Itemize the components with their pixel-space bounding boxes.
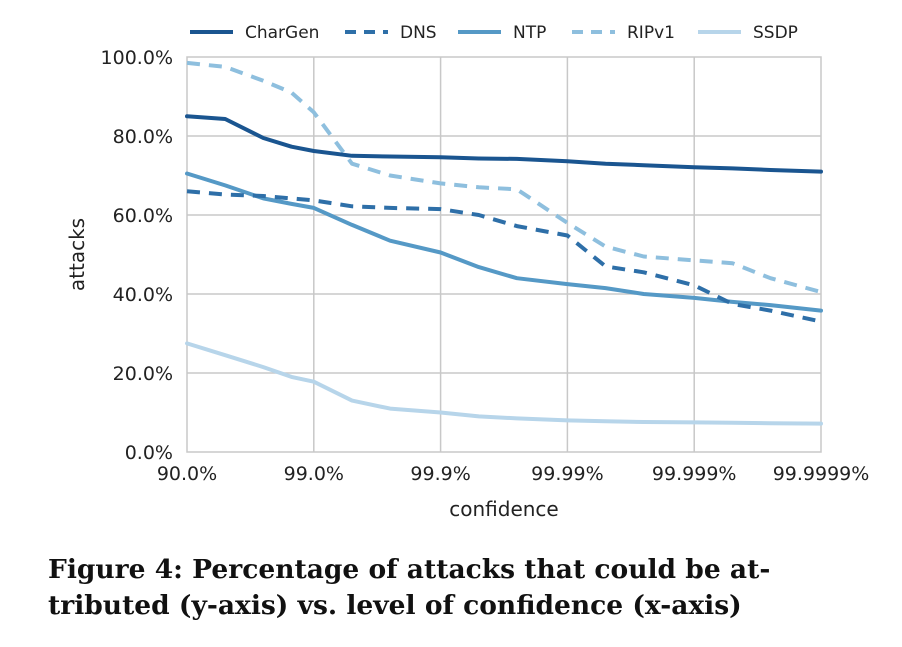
series-line-ripv1 (186, 60, 822, 294)
chart-grid (186, 56, 822, 453)
y-tick-label: 0.0% (125, 442, 173, 464)
series-line-ssdp (185, 341, 823, 426)
legend-label-ntp: NTP (513, 23, 546, 43)
y-tick-label: 20.0% (113, 363, 173, 385)
figure-caption: Figure 4: Percentage of attacks that cou… (48, 552, 878, 624)
x-tick-label: 99.0% (284, 463, 344, 485)
y-tick-label: 60.0% (113, 205, 173, 227)
series-line-ntp (185, 171, 823, 313)
x-tick-label: 99.9% (410, 463, 470, 485)
chart-series (185, 60, 823, 426)
legend-label-dns: DNS (400, 23, 437, 43)
y-tick-label: 40.0% (113, 284, 173, 306)
x-tick-label: 90.0% (157, 463, 217, 485)
y-tick-label: 80.0% (113, 126, 173, 148)
x-tick-label: 99.99% (531, 463, 603, 485)
chart-ticks: 90.0% 99.0% 99.9% 99.99% 99.999% 99.9999% 0.0%… (101, 47, 870, 485)
y-axis-label: attacks (65, 218, 89, 291)
x-tick-label: 99.999% (652, 463, 737, 485)
line-chart: 90.0% 99.0% 99.9% 99.99% 99.999% 99.9999% 0.0%… (65, 23, 870, 521)
plot-frame (186, 56, 822, 453)
caption-line-1: Figure 4: Percentage of attacks that cou… (48, 554, 771, 585)
legend-label-chargen: CharGen (245, 23, 319, 43)
legend-label-ripv1: RIPv1 (627, 23, 675, 43)
x-tick-label: 99.9999% (773, 463, 870, 485)
series-line-chargen (185, 114, 823, 174)
caption-line-2: tributed (y-axis) vs. level of confidenc… (48, 590, 742, 621)
series-line-dns (186, 189, 822, 324)
legend-label-ssdp: SSDP (753, 23, 798, 43)
chart-legend: CharGen DNS NTP RIPv1 SSDP (190, 23, 798, 43)
y-tick-label: 100.0% (101, 47, 173, 69)
x-axis-label: confidence (449, 497, 558, 521)
